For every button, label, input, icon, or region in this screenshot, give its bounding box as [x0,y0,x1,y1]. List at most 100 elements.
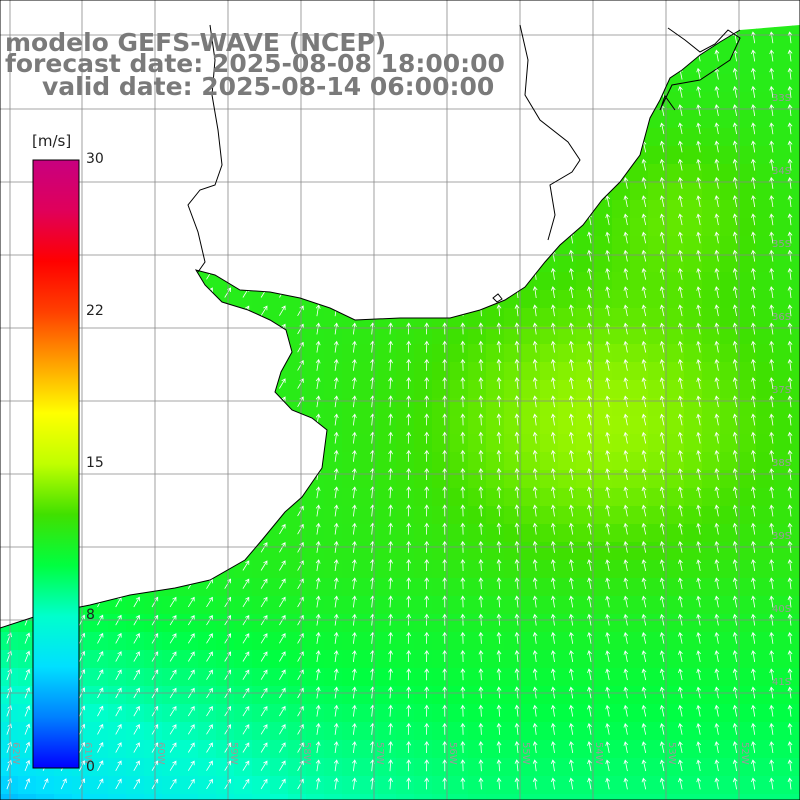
wind-arrow [787,559,793,572]
wind-cell [702,560,721,579]
wind-arrow [787,304,793,317]
wind-cell [342,668,361,687]
wind-arrow [388,449,393,462]
wind-cell [306,794,325,800]
wind-cell [324,758,343,777]
wind-arrow [315,522,321,535]
lat-label: 34S [772,166,791,177]
wind-arrow [169,669,177,680]
wind-arrow [496,650,502,663]
wind-cell [774,218,793,237]
wind-arrow [406,340,412,353]
wind-arrow [714,195,720,207]
wind-cell [432,632,451,651]
wind-cell [612,254,631,273]
wind-cell [702,326,721,345]
wind-cell [450,740,469,759]
wind-cell [396,704,415,723]
wind-arrow [751,122,756,135]
wind-arrow [242,705,250,717]
wind-cell [684,578,703,597]
wind-cell [558,794,577,800]
wind-cell [684,308,703,327]
wind-cell [450,416,469,435]
wind-cell [522,380,541,399]
wind-arrow [678,195,683,207]
wind-cell [450,722,469,741]
wind-arrow [351,722,357,735]
wind-arrow [659,559,665,571]
wind-arrow [133,651,140,662]
wind-cell [648,488,667,507]
wind-arrow [732,522,738,535]
wind-cell [540,704,559,723]
wind-cell [36,740,55,759]
wind-cell [648,380,667,399]
wind-cell [612,758,631,777]
wind-cell [396,668,415,687]
wind-cell [450,362,469,381]
wind-arrow [732,85,738,98]
wind-cell [450,560,469,579]
wind-arrow [532,559,538,572]
wind-arrow [351,650,357,663]
wind-cell [450,470,469,489]
wind-cell [342,524,361,543]
wind-cell [414,578,433,597]
wind-arrow [714,595,720,608]
wind-arrow [315,704,321,717]
wind-cell [630,470,649,489]
wind-cell [612,776,631,795]
wind-arrow [696,650,701,662]
wind-arrow [424,395,430,408]
wind-cell [342,794,361,800]
wind-arrow [769,577,775,590]
wind-arrow [351,777,357,790]
wind-cell [756,146,775,165]
wind-cell [558,452,577,471]
wind-cell [774,650,793,669]
wind-cell [738,146,757,165]
wind-cell [666,578,685,597]
wind-arrow [751,304,756,317]
wind-arrow [279,742,286,753]
lon-label: 58W [301,742,312,765]
wind-arrow [569,595,574,608]
wind-cell [396,614,415,633]
wind-cell [360,524,379,543]
wind-arrow [550,777,556,790]
wind-cell [576,704,595,723]
wind-cell [738,236,757,255]
wind-arrow [696,122,701,135]
wind-cell [342,596,361,615]
wind-arrow [532,304,538,317]
wind-cell [756,110,775,129]
wind-cell [594,596,613,615]
wind-arrow [406,486,412,499]
wind-cell [306,578,325,597]
wind-cell [360,596,379,615]
wind-arrow [424,449,430,462]
wind-cell [522,758,541,777]
wind-cell [234,614,253,633]
wind-arrow [641,777,647,790]
wind-cell [414,614,433,633]
wind-cell [378,614,397,633]
wind-arrow [605,395,610,408]
wind-cell [342,758,361,777]
wind-arrow [333,504,339,517]
wind-arrow [532,377,538,390]
wind-arrow [569,668,574,681]
wind-arrow [659,468,665,480]
wind-arrow [550,595,556,608]
wind-cell [468,776,487,795]
wind-cell [756,38,775,57]
wind-cell [414,704,433,723]
wind-cell [378,578,397,597]
wind-cell [540,506,559,525]
wind-cell [468,326,487,345]
wind-arrow [769,49,775,62]
wind-cell [324,398,343,417]
wind-arrow [659,486,665,499]
wind-arrow [388,577,393,590]
